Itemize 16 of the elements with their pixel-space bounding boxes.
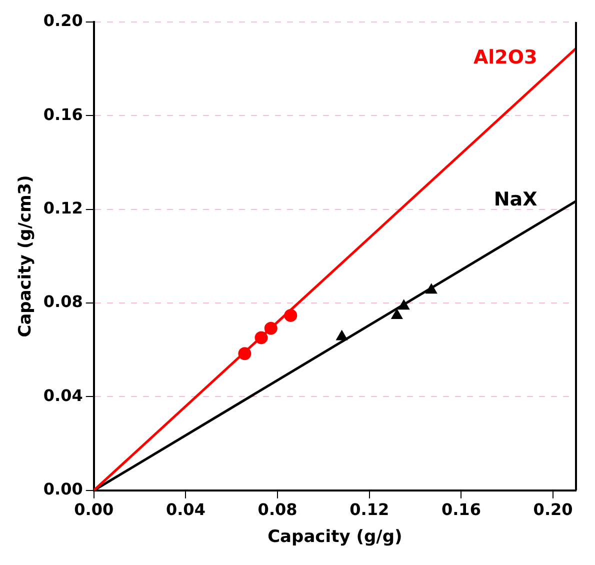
y-tick-label: 0.20 [43,11,83,30]
y-tick-label: 0.04 [43,386,83,405]
x-tick-label: 0.20 [533,500,573,520]
x-tick-label: 0.16 [441,500,481,520]
x-tick-label: 0.12 [350,500,390,520]
x-tick-label: 0.04 [166,500,206,520]
series-label: NaX [494,188,538,210]
y-tick-label: 0.08 [43,292,83,312]
y-axis-title: Capacity (g/cm3) [16,175,36,338]
y-tick-label: 0.00 [43,480,83,499]
y-tick-label: 0.12 [43,198,83,218]
y-tick-label: 0.16 [43,104,83,124]
x-tick-label: 0.00 [74,500,114,520]
x-tick-label: 0.08 [258,500,298,520]
x-axis-title: Capacity (g/g) [268,527,402,548]
series-label: Al2O3 [473,46,538,68]
